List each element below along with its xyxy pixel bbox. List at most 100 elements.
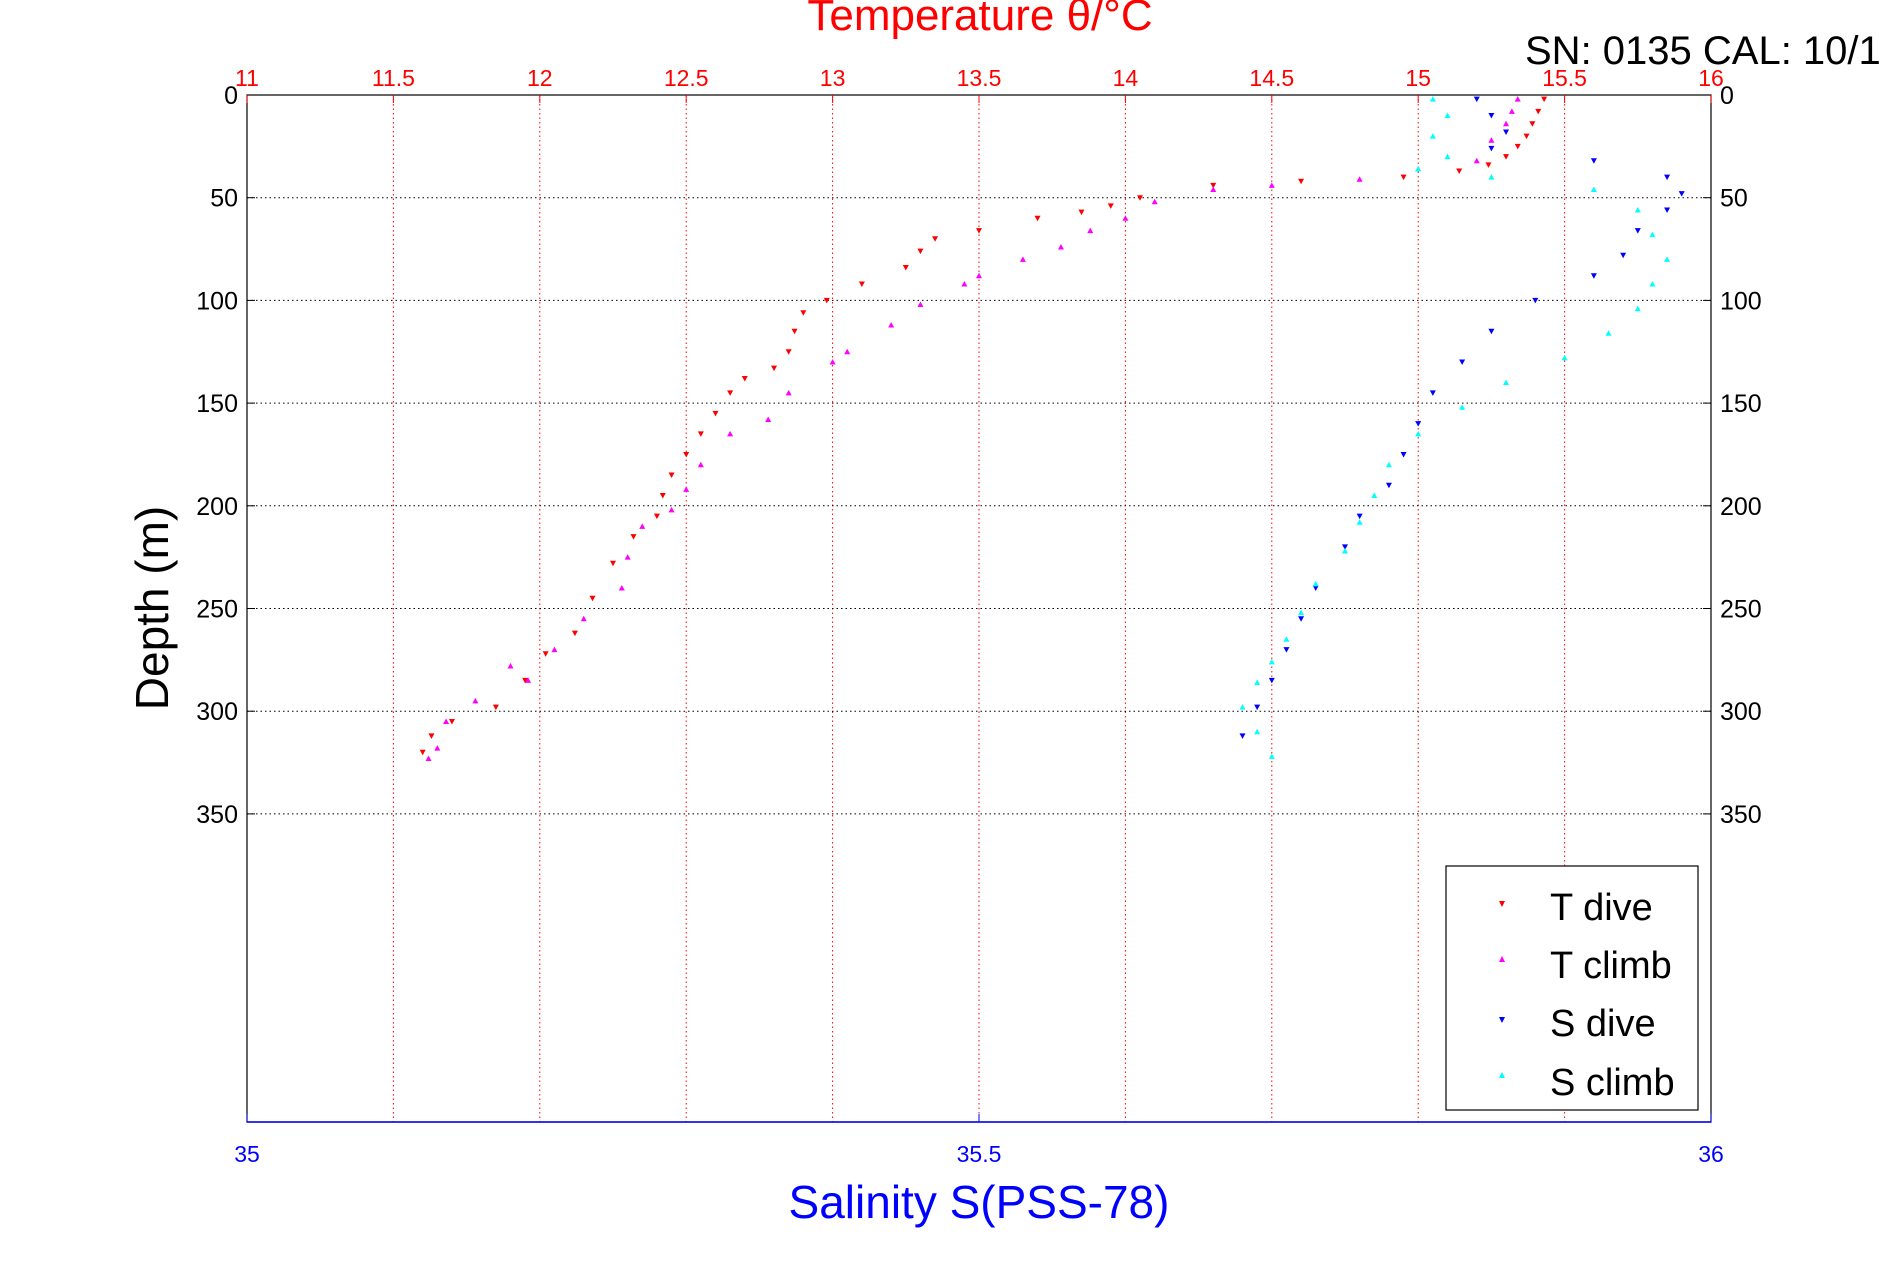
data-point-t-climb bbox=[1019, 256, 1026, 262]
data-point-s-climb bbox=[1590, 186, 1597, 192]
data-point-t-climb bbox=[551, 646, 558, 653]
depth-tick-label-left: 350 bbox=[196, 801, 238, 829]
depth-tick-label-left: 200 bbox=[196, 493, 238, 521]
data-point-s-dive bbox=[1590, 158, 1597, 164]
data-point-t-dive bbox=[823, 297, 830, 304]
data-point-t-climb bbox=[1122, 215, 1129, 221]
data-point-s-dive bbox=[1488, 328, 1495, 335]
legend-box bbox=[1445, 865, 1699, 1111]
data-point-s-dive bbox=[1634, 228, 1641, 234]
data-point-t-dive bbox=[902, 265, 909, 271]
data-point-t-dive bbox=[917, 248, 924, 255]
data-point-t-climb bbox=[1508, 108, 1515, 114]
data-point-s-climb bbox=[1342, 547, 1348, 554]
data-point-t-dive bbox=[1523, 133, 1530, 140]
temp-tick-label: 13.5 bbox=[957, 65, 1002, 91]
data-point-s-climb bbox=[1254, 679, 1261, 685]
depth-tick-label-right: 200 bbox=[1720, 493, 1762, 521]
data-point-t-dive bbox=[1541, 96, 1548, 103]
data-point-t-climb bbox=[917, 301, 924, 308]
data-point-s-dive bbox=[1400, 451, 1407, 458]
temp-tick-label: 11.5 bbox=[372, 65, 415, 91]
data-point-t-dive bbox=[1485, 162, 1492, 168]
data-point-s-dive bbox=[1620, 252, 1627, 259]
data-point-s-climb bbox=[1444, 112, 1451, 119]
data-point-s-climb bbox=[1415, 430, 1422, 437]
data-point-t-dive bbox=[712, 410, 719, 417]
data-point-t-dive bbox=[697, 431, 704, 437]
data-point-t-climb bbox=[624, 554, 631, 560]
data-point-t-climb bbox=[1210, 186, 1217, 192]
data-point-s-climb bbox=[1664, 256, 1671, 262]
data-point-s-climb bbox=[1634, 305, 1641, 312]
legend-marker-s-climb bbox=[1499, 1072, 1505, 1078]
data-point-s-climb bbox=[1444, 153, 1451, 160]
salinity-tick-label: 35 bbox=[234, 1141, 260, 1167]
data-point-t-dive bbox=[448, 718, 455, 725]
data-point-s-climb bbox=[1356, 519, 1363, 525]
data-point-t-dive bbox=[771, 365, 778, 372]
data-point-s-climb bbox=[1429, 96, 1436, 102]
data-point-s-climb bbox=[1488, 174, 1495, 180]
data-point-s-dive bbox=[1415, 421, 1422, 427]
data-point-s-climb bbox=[1415, 165, 1422, 172]
data-point-s-climb bbox=[1298, 609, 1305, 616]
data-point-t-climb bbox=[697, 461, 704, 468]
data-point-t-dive bbox=[1535, 108, 1542, 115]
data-point-t-climb bbox=[829, 359, 836, 365]
data-point-s-dive bbox=[1664, 207, 1671, 214]
data-point-t-dive bbox=[800, 310, 807, 316]
legend-marker-s-dive bbox=[1499, 1017, 1505, 1023]
data-point-t-dive bbox=[785, 349, 792, 355]
data-point-t-climb bbox=[580, 615, 587, 622]
data-point-t-dive bbox=[428, 733, 435, 739]
chart-title: Temperature θ/°C bbox=[807, 0, 1152, 40]
data-point-s-dive bbox=[1268, 677, 1275, 684]
data-point-t-climb bbox=[961, 280, 968, 287]
data-point-s-climb bbox=[1503, 379, 1510, 386]
data-point-t-dive bbox=[571, 630, 578, 637]
data-point-t-dive bbox=[741, 375, 748, 382]
data-point-s-dive bbox=[1239, 733, 1246, 739]
data-point-s-climb bbox=[1649, 231, 1656, 238]
data-point-s-dive bbox=[1254, 704, 1261, 711]
data-point-s-dive bbox=[1298, 616, 1305, 622]
temp-tick-label: 14.5 bbox=[1249, 65, 1294, 91]
data-point-t-climb bbox=[618, 584, 625, 591]
data-point-s-dive bbox=[1356, 513, 1363, 520]
data-point-t-climb bbox=[1503, 120, 1510, 127]
data-point-s-climb bbox=[1459, 404, 1466, 410]
data-point-t-dive bbox=[589, 595, 596, 602]
data-point-t-dive bbox=[1514, 143, 1521, 150]
y-axis-label: Depth (m) bbox=[126, 506, 178, 710]
data-point-t-dive bbox=[1503, 154, 1510, 160]
data-point-t-dive bbox=[1034, 215, 1041, 222]
data-point-s-climb bbox=[1268, 658, 1275, 665]
legend-marker-t-climb bbox=[1499, 956, 1505, 962]
data-point-t-dive bbox=[668, 472, 675, 478]
data-point-t-climb bbox=[1356, 176, 1363, 182]
data-point-t-climb bbox=[888, 322, 895, 328]
data-point-t-dive bbox=[858, 281, 865, 287]
data-point-t-climb bbox=[727, 430, 734, 437]
legend-label-s-dive: S dive bbox=[1550, 1003, 1656, 1045]
data-point-t-dive bbox=[976, 228, 982, 234]
data-point-t-climb bbox=[425, 755, 432, 761]
data-point-t-climb bbox=[443, 718, 450, 724]
data-point-s-dive bbox=[1473, 96, 1480, 103]
data-point-t-dive bbox=[1210, 182, 1217, 189]
data-point-s-climb bbox=[1429, 133, 1436, 139]
legend: T dive T climb S dive S climb bbox=[1445, 865, 1699, 1111]
depth-tick-label-left: 250 bbox=[196, 596, 238, 624]
data-point-t-climb bbox=[1268, 182, 1275, 188]
tick-layer: 11 11.5 12 12.5 13 13.5 14 14.5 15 15.5 16 35 35.5 36… bbox=[196, 65, 1761, 1167]
depth-tick-label-right: 150 bbox=[1720, 390, 1762, 418]
data-point-t-dive bbox=[630, 534, 637, 540]
data-point-t-dive bbox=[492, 704, 499, 711]
x-axis-label: Salinity S(PSS-78) bbox=[789, 1176, 1170, 1228]
depth-tick-label-right: 250 bbox=[1720, 596, 1762, 624]
data-point-t-climb bbox=[976, 272, 982, 279]
data-point-t-climb bbox=[1488, 137, 1495, 143]
